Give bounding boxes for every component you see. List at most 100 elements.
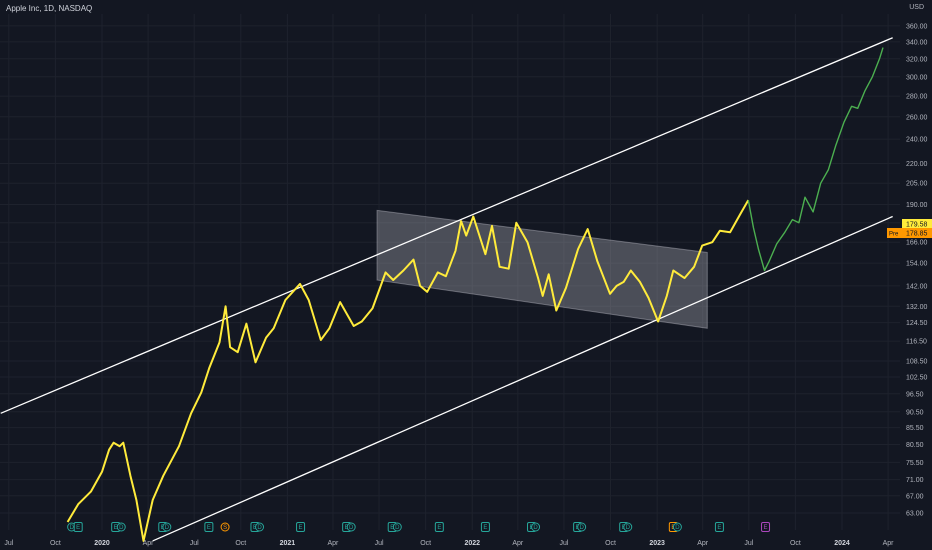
x-tick-label: Apr bbox=[512, 540, 524, 547]
x-tick-label: 2022 bbox=[464, 540, 480, 547]
earnings-badge bbox=[204, 522, 214, 532]
dividend-badge bbox=[392, 522, 402, 532]
x-axis: Jul Oct 2020 Apr Jul Oct 2021 Apr Jul Oct 2022 Apr J… bbox=[4, 540, 894, 547]
event-badge-letter: E bbox=[717, 525, 721, 531]
y-tick-label: 154.00 bbox=[906, 261, 928, 268]
grid bbox=[0, 14, 900, 530]
x-tick-label: Jul bbox=[4, 540, 13, 547]
event-badge-letter: D bbox=[626, 525, 631, 531]
y-tick-label: 320.00 bbox=[906, 56, 928, 63]
y-tick-label: 280.00 bbox=[906, 94, 928, 101]
x-tick-label: 2023 bbox=[649, 540, 665, 547]
event-badge-letter: E bbox=[390, 525, 394, 531]
event-badge-letter: D bbox=[257, 525, 262, 531]
dividend-badge bbox=[623, 522, 633, 532]
x-tick-label: Apr bbox=[697, 540, 709, 547]
event-badge-letter: S bbox=[223, 525, 227, 531]
split-badge bbox=[220, 522, 230, 532]
x-tick-label: Apr bbox=[883, 540, 895, 547]
y-tick-label: 300.00 bbox=[906, 74, 928, 81]
event-badge-letter: E bbox=[299, 525, 303, 531]
event-badge-letter: D bbox=[579, 525, 584, 531]
event-badge-letter: D bbox=[675, 525, 680, 531]
price-series bbox=[66, 47, 884, 542]
event-badge-letter: E bbox=[207, 525, 211, 531]
y-tick-label: 63.00 bbox=[906, 510, 924, 517]
x-tick-label: Apr bbox=[328, 540, 340, 547]
earnings-badge bbox=[480, 522, 490, 532]
x-tick-label: Oct bbox=[50, 540, 61, 547]
event-badge-letter: D bbox=[533, 525, 538, 531]
y-tick-label: 220.00 bbox=[906, 161, 928, 168]
earnings-badge bbox=[434, 522, 444, 532]
dividend-badge bbox=[162, 522, 172, 532]
price-line-historical bbox=[66, 199, 750, 542]
y-tick-label: 75.50 bbox=[906, 460, 924, 467]
event-badge-letter: D bbox=[69, 525, 74, 531]
event-badge-letter: D bbox=[349, 525, 354, 531]
y-tick-label: 90.50 bbox=[906, 409, 924, 416]
y-tick-label: 96.50 bbox=[906, 391, 924, 398]
currency-label: USD bbox=[909, 4, 924, 11]
x-tick-label: Oct bbox=[605, 540, 616, 547]
y-tick-label: 102.50 bbox=[906, 374, 928, 381]
event-badge-letter: E bbox=[345, 525, 349, 531]
dividend-badge bbox=[346, 522, 356, 532]
dividend-badge bbox=[672, 522, 682, 532]
consolidation-range-box bbox=[376, 209, 708, 329]
earnings-badge bbox=[296, 522, 306, 532]
x-tick-label: Jul bbox=[744, 540, 753, 547]
x-tick-label: Jul bbox=[559, 540, 568, 547]
upper-channel-line bbox=[0, 37, 893, 414]
pre-market-price-tag: 178.85 bbox=[906, 231, 928, 238]
event-badges: DEEDEDESEDEEDEDEEEDEDEDEDEE bbox=[67, 522, 771, 532]
event-badge-letter: E bbox=[114, 525, 118, 531]
y-tick-label: 205.00 bbox=[906, 181, 928, 188]
y-tick-label: 132.00 bbox=[906, 304, 928, 311]
dividend-badge bbox=[577, 522, 587, 532]
y-tick-label: 360.00 bbox=[906, 23, 928, 30]
x-tick-label: Oct bbox=[235, 540, 246, 547]
y-tick-label: 80.50 bbox=[906, 442, 924, 449]
y-tick-label: 240.00 bbox=[906, 137, 928, 144]
y-tick-label: 71.00 bbox=[906, 477, 924, 484]
x-tick-label: Jul bbox=[375, 540, 384, 547]
dividend-badge bbox=[255, 522, 265, 532]
y-tick-label: 260.00 bbox=[906, 114, 928, 121]
y-tick-label: 340.00 bbox=[906, 39, 928, 46]
dividend-badge bbox=[116, 522, 126, 532]
event-badge-letter: D bbox=[119, 525, 124, 531]
earnings-badge bbox=[73, 522, 83, 532]
y-tick-label: 142.00 bbox=[906, 283, 928, 290]
x-tick-label: Oct bbox=[790, 540, 801, 547]
chart-title: Apple Inc, 1D, NASDAQ bbox=[6, 4, 93, 13]
event-badge-letter: E bbox=[483, 525, 487, 531]
x-tick-label: Oct bbox=[420, 540, 431, 547]
pre-market-label: Pre bbox=[889, 232, 899, 238]
x-tick-label: Apr bbox=[143, 540, 155, 547]
event-badge-letter: D bbox=[395, 525, 400, 531]
y-tick-label: 190.00 bbox=[906, 202, 928, 209]
lower-channel-line bbox=[152, 215, 893, 542]
event-badge-letter: E bbox=[253, 525, 257, 531]
channel-lines bbox=[0, 37, 893, 542]
event-badge-letter: E bbox=[437, 525, 441, 531]
x-tick-label: 2024 bbox=[834, 540, 850, 547]
event-badge-letter: D bbox=[165, 525, 170, 531]
event-badge-letter: E bbox=[76, 525, 80, 531]
x-tick-label: 2020 bbox=[94, 540, 110, 547]
x-tick-label: 2021 bbox=[280, 540, 296, 547]
last-price-tag-bg bbox=[902, 219, 932, 229]
event-badge-letter: E bbox=[764, 525, 768, 531]
pre-price-tag-bg bbox=[887, 228, 932, 238]
price-line-projection bbox=[747, 47, 884, 272]
y-tick-label: 124.50 bbox=[906, 320, 928, 327]
y-tick-label: 108.50 bbox=[906, 359, 928, 366]
dividend-badge bbox=[531, 522, 541, 532]
earnings-badge bbox=[714, 522, 724, 532]
y-tick-label: 85.50 bbox=[906, 425, 924, 432]
range-box bbox=[376, 209, 708, 329]
earnings-purple-badge bbox=[761, 522, 771, 532]
